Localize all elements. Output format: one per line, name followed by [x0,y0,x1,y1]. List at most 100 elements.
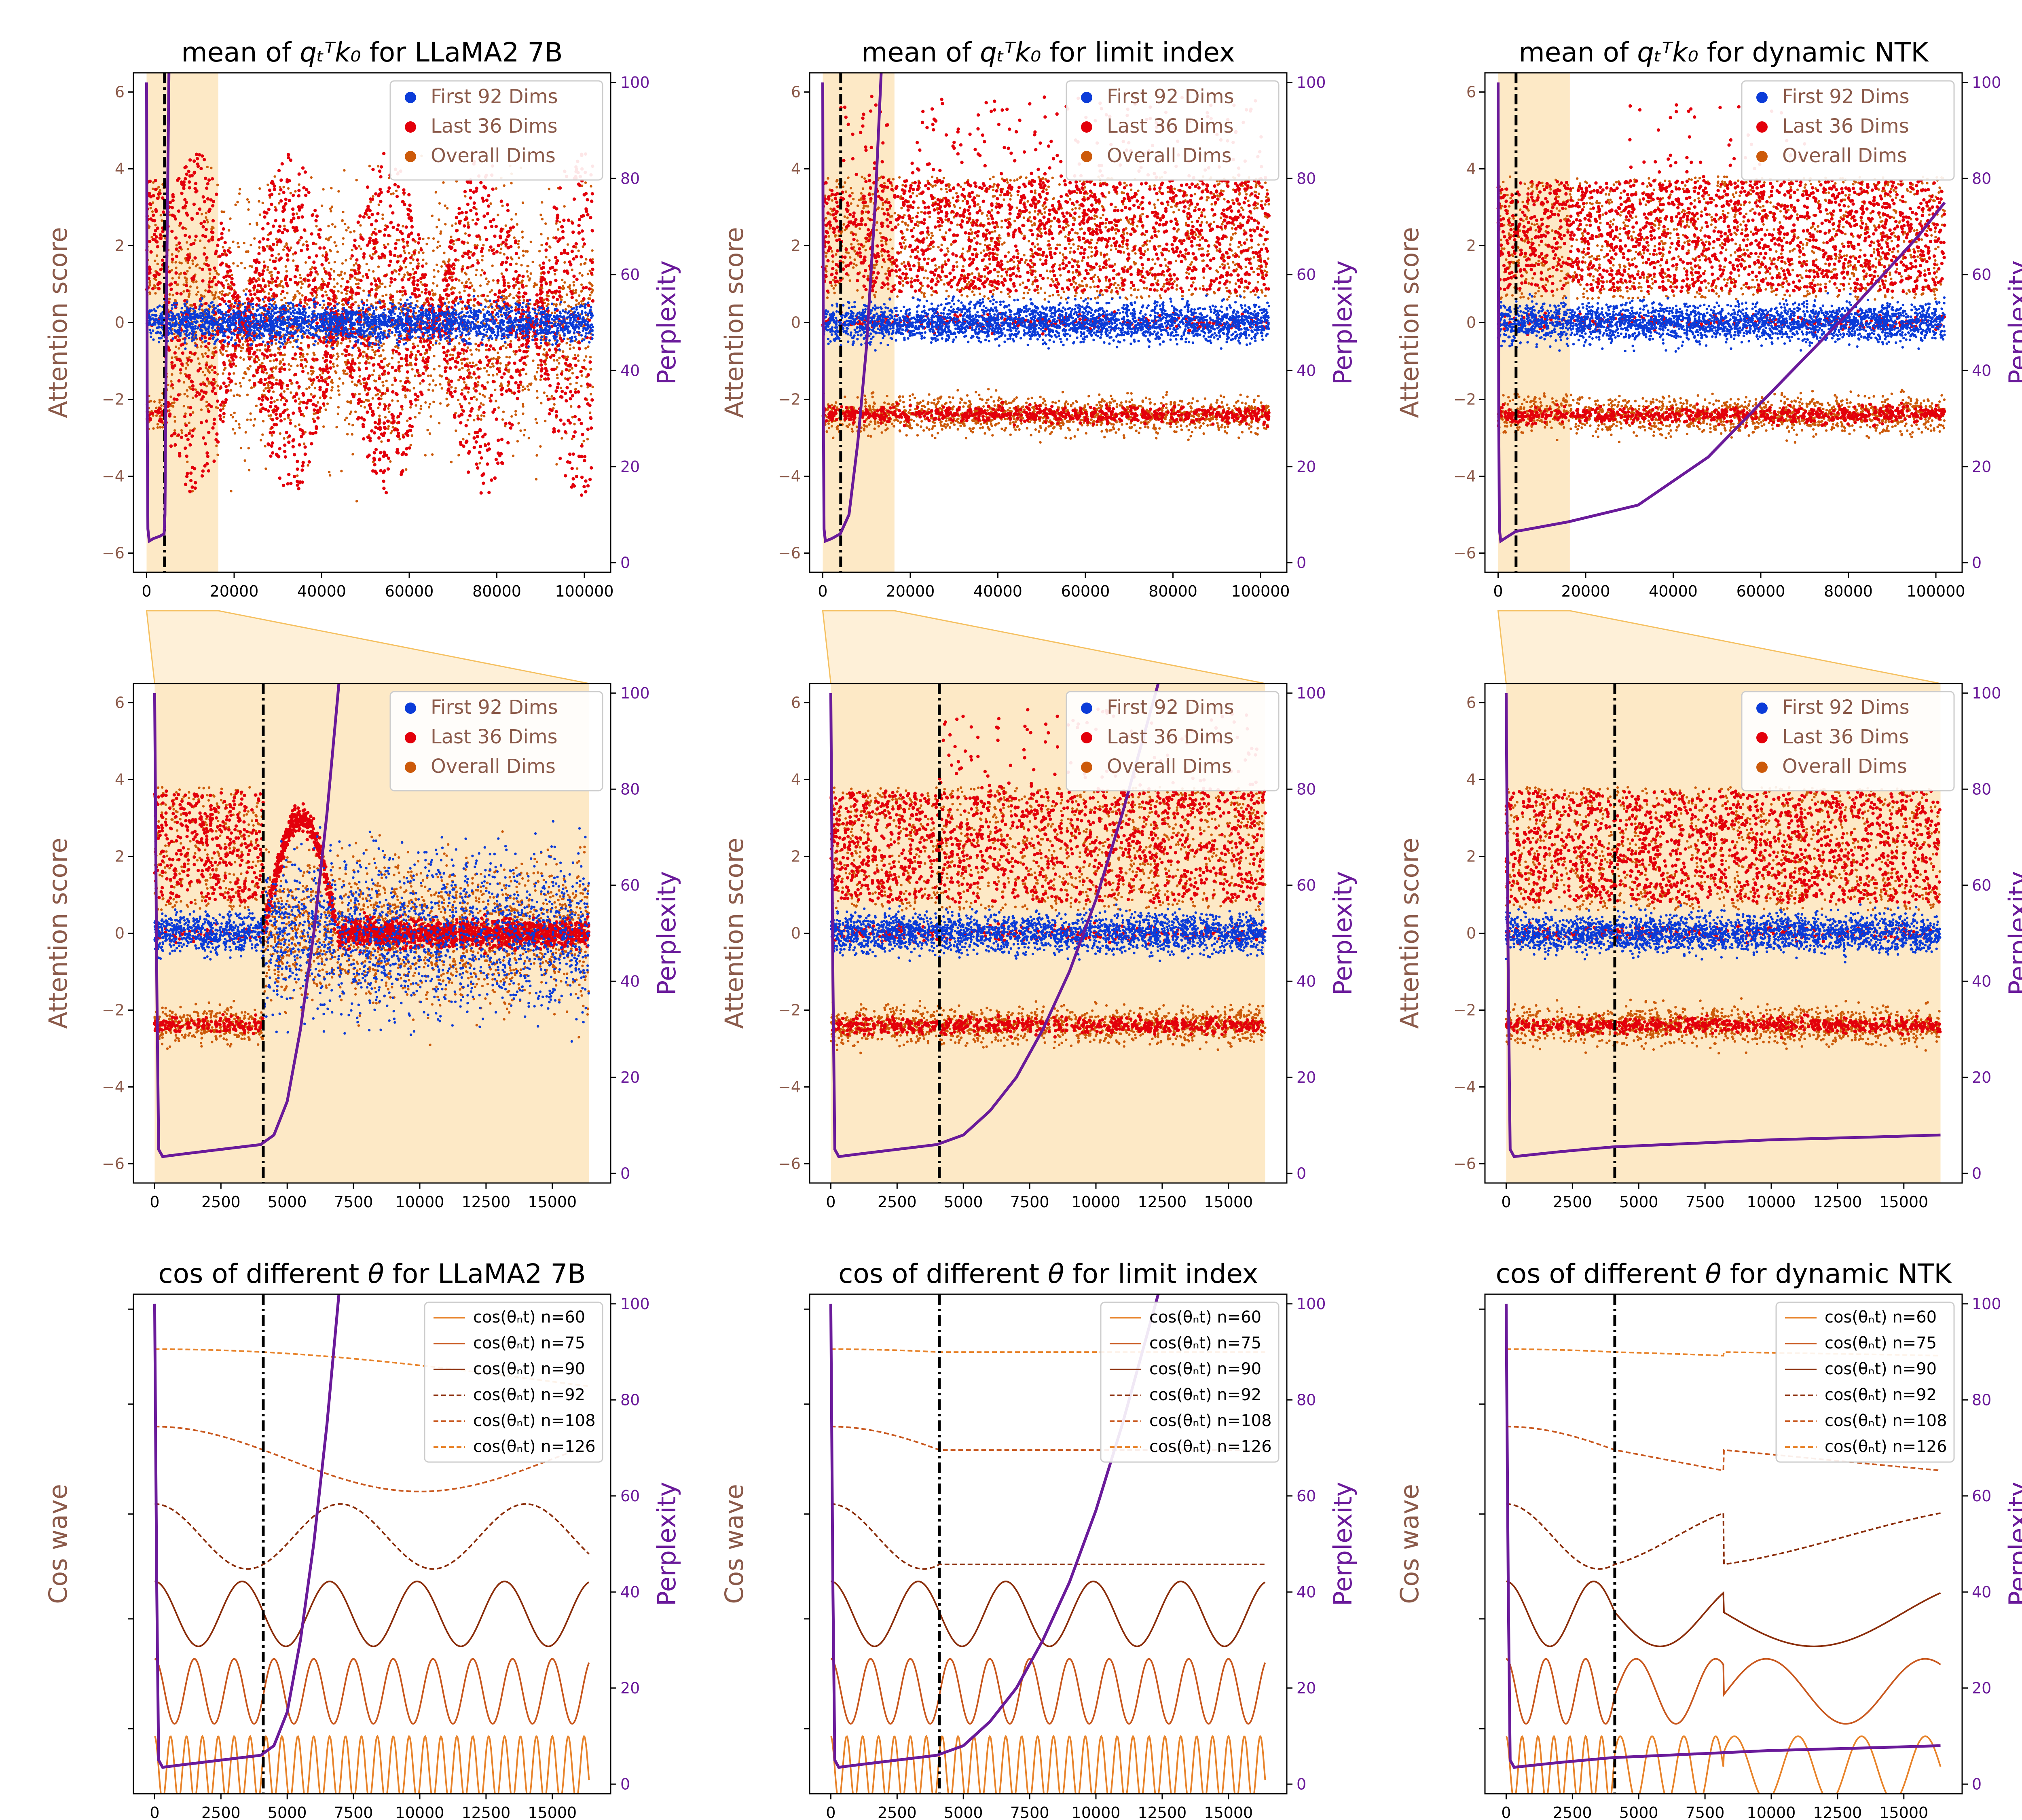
cos-wave-n75 [1506,1658,1941,1725]
x-tick-label: 0 [1493,582,1503,600]
x-tick-label: 5000 [1619,1193,1658,1211]
chart-title: mean of qₜᵀk₀ for limit index [861,37,1235,68]
x-tick-label: 20000 [210,582,259,600]
x-tick-label: 0 [142,582,151,600]
legend: cos(θₙt) n=60 cos(θₙt) n=75 cos(θₙt) n=90 c… [1100,1302,1280,1463]
legend-label: Last 36 Dims [1782,115,1909,138]
legend-label: Last 36 Dims [431,115,558,138]
y-tick-label: −4 [102,468,125,485]
y-axis-label: Cos wave [43,1484,73,1604]
legend-box [1100,1302,1280,1463]
chart-title: mean of qₜᵀk₀ for LLaMA2 7B [181,37,563,68]
y2-tick-label: 40 [1297,362,1316,379]
y2-axis-label: Perplexity [2003,260,2022,385]
cos-wave-n90 [154,1581,590,1647]
y2-tick-label: 20 [1297,1679,1316,1697]
legend-label: cos(θₙt) n=75 [473,1334,585,1352]
x-tick-label: 60000 [1061,582,1110,600]
y-tick-label: 6 [1466,83,1476,101]
legend-label: Overall Dims [1107,755,1232,778]
legend-label: cos(θₙt) n=92 [473,1386,585,1404]
legend-box [424,1302,603,1463]
chart-r1c3: 0 20000 40000 60000 80000 100000−6−4−20246020… [1395,37,2022,600]
y2-tick-label: 20 [1972,458,1991,476]
y2-axis-label: Perplexity [2003,1482,2022,1606]
x-tick-label: 5000 [268,1804,307,1820]
legend-marker [405,151,416,162]
x-tick-label: 5000 [944,1804,983,1820]
x-tick-label: 2500 [878,1804,917,1820]
x-tick-label: 2500 [201,1804,241,1820]
legend-marker [405,92,416,103]
legend: cos(θₙt) n=60 cos(θₙt) n=75 cos(θₙt) n=90 c… [424,1302,603,1463]
chart-r3c1: 0 2500 5000 7500 10000 12500 15000 0 20 40 60 80 100… [43,1258,681,1820]
x-tick-label: 100000 [1231,582,1290,600]
chart-r2c3: 0 2500 5000 7500 10000 12500 15000−6−4−2024602… [1395,683,2022,1211]
x-tick-label: 12500 [1813,1193,1862,1211]
y2-tick-label: 0 [1972,554,1982,571]
x-tick-label: 7500 [1686,1804,1725,1820]
legend-label: Overall Dims [1107,144,1232,167]
plot-area [829,1294,1266,1794]
chart-r2c2: 0 2500 5000 7500 10000 12500 15000−6−4−2024602… [719,683,1358,1211]
y2-axis-label: Perplexity [1328,260,1358,385]
y2-tick-label: 60 [1297,1487,1316,1505]
y2-tick-label: 100 [1972,684,2001,702]
y-tick-label: 2 [115,237,125,255]
y2-tick-label: 60 [1972,266,1991,284]
y-tick-label: −2 [778,391,801,408]
plot-frame [809,1293,1288,1795]
x-tick-label: 40000 [1649,582,1698,600]
y2-tick-label: 100 [1297,684,1326,702]
plot-area [145,73,595,572]
y2-tick-label: 40 [1972,362,1991,379]
legend-label: First 92 Dims [1107,85,1234,108]
legend-label: First 92 Dims [431,696,558,719]
x-tick-label: 0 [826,1804,835,1820]
x-tick-label: 0 [1501,1804,1511,1820]
y-tick-label: 6 [115,694,125,712]
overall-dims-points [830,786,1267,1054]
perplexity-curve [821,73,883,543]
y2-tick-label: 80 [1297,1391,1316,1409]
y2-tick-label: 0 [1297,1775,1306,1793]
y2-axis-label: Perplexity [652,1482,681,1606]
chart-title: cos of different θ for limit index [838,1258,1258,1289]
x-tick-label: 7500 [1686,1193,1725,1211]
x-tick-label: 80000 [1824,582,1873,600]
legend-label: First 92 Dims [1107,696,1234,719]
y-tick-label: −6 [102,1155,125,1173]
cos-wave-n60 [830,1735,1266,1794]
x-tick-label: 40000 [973,582,1022,600]
legend-marker [405,703,416,714]
y-tick-label: −6 [778,544,801,562]
y2-tick-label: 20 [620,1069,640,1086]
legend-box [389,691,603,791]
x-tick-label: 100000 [1907,582,1965,600]
y2-tick-label: 80 [620,780,640,798]
cos-wave-n60 [154,1735,590,1794]
y2-tick-label: 40 [1297,972,1316,990]
legend-marker [1756,92,1768,103]
y-tick-label: −4 [778,1078,801,1096]
y-tick-label: 2 [1466,848,1476,866]
y2-tick-label: 60 [620,876,640,894]
legend-marker [1756,121,1768,133]
plot-frame [1484,1293,1963,1795]
y-tick-label: 4 [791,160,801,178]
first-dims-points [1497,292,1946,353]
y-tick-label: −4 [778,468,801,485]
plot-area [1496,73,1946,572]
x-tick-label: 60000 [1736,582,1785,600]
perplexity-curve [1497,82,1946,544]
overall-dims-points [145,154,594,503]
cos-wave-n90 [831,1581,1266,1647]
y2-tick-label: 60 [1297,876,1316,894]
y2-tick-label: 0 [620,554,630,571]
y2-tick-label: 100 [1972,74,2001,91]
y2-tick-label: 20 [1297,1069,1316,1086]
x-tick-label: 12500 [1813,1804,1862,1820]
x-tick-label: 12500 [1138,1193,1187,1211]
y-axis-label: Cos wave [1395,1484,1424,1604]
perplexity-curve [1504,693,1941,1158]
